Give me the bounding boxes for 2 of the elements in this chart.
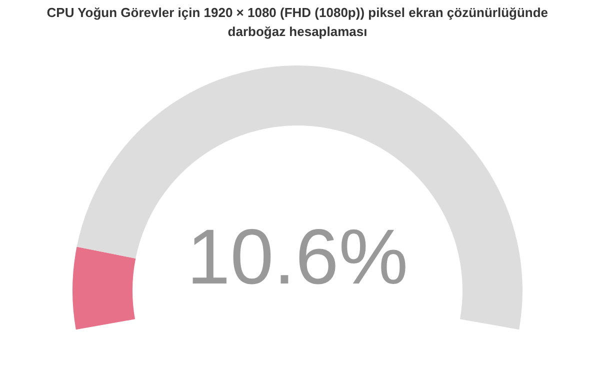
text: 10.6% [186, 212, 408, 300]
chart-title: CPU Yoğun Görevler için 1920 × 1080 (FHD (1080p)) piksel ekran çözünürlüğünde darboğaz hesaplaması [46, 5, 548, 39]
